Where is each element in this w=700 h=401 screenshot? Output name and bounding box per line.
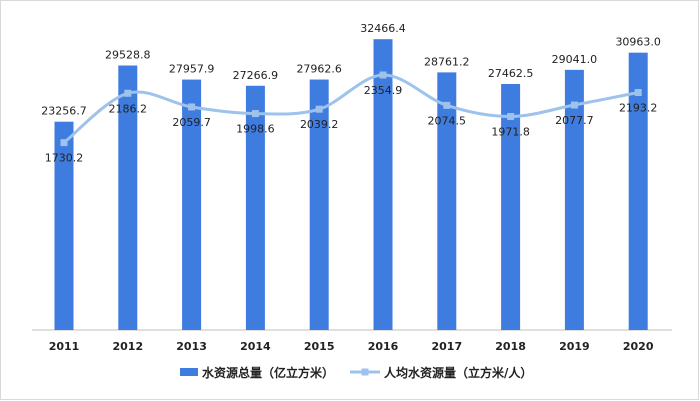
bar-label-2017: 28761.2 — [424, 55, 470, 68]
bar-label-2018: 27462.5 — [488, 67, 534, 80]
bar-label-2016: 32466.4 — [360, 22, 406, 35]
bar-2011 — [54, 121, 74, 330]
bar-label-2013: 27957.9 — [169, 63, 215, 76]
x-tick-2014: 2014 — [240, 340, 271, 353]
line-label-2020: 2193.2 — [619, 102, 658, 115]
bar-label-2011: 23256.7 — [41, 105, 87, 118]
line-point-2013 — [188, 103, 196, 111]
bar-label-2012: 29528.8 — [105, 49, 151, 62]
x-tick-2012: 2012 — [112, 340, 143, 353]
bar-label-2020: 30963.0 — [615, 36, 661, 49]
line-point-2020 — [634, 89, 642, 97]
line-label-2014: 1998.6 — [236, 123, 275, 136]
x-tick-2015: 2015 — [304, 340, 335, 353]
line-label-2019: 2077.7 — [555, 114, 594, 127]
line-label-2017: 2074.5 — [428, 114, 467, 127]
x-tick-2018: 2018 — [495, 340, 526, 353]
line-label-2013: 2059.7 — [172, 116, 211, 129]
bar-label-2019: 29041.0 — [552, 53, 598, 66]
line-point-2016 — [379, 71, 387, 79]
line-label-2011: 1730.2 — [45, 152, 84, 165]
line-label-2016: 2354.9 — [364, 84, 403, 97]
x-tick-2019: 2019 — [559, 340, 590, 353]
line-label-2012: 2186.2 — [109, 102, 148, 115]
bar-2013 — [182, 79, 202, 331]
legend-line-marker — [361, 368, 369, 376]
line-point-2011 — [60, 139, 68, 147]
bar-label-2015: 27962.6 — [296, 63, 342, 76]
bar-2018 — [501, 84, 521, 330]
legend-bar-swatch — [180, 368, 198, 376]
x-tick-2013: 2013 — [176, 340, 207, 353]
line-point-2018 — [507, 112, 515, 120]
line-point-2012 — [124, 89, 132, 97]
bar-2016 — [373, 39, 393, 330]
bar-2012 — [118, 65, 138, 330]
x-tick-2016: 2016 — [368, 340, 399, 353]
bar-2020 — [628, 52, 648, 331]
line-point-2014 — [251, 110, 259, 118]
line-series — [63, 73, 639, 144]
legend-bar-label: 水资源总量（亿立方米） — [202, 365, 334, 380]
bar-label-2014: 27266.9 — [233, 69, 279, 82]
bar-2017 — [437, 72, 457, 330]
bar-2014 — [245, 85, 265, 330]
x-tick-2011: 2011 — [49, 340, 80, 353]
line-label-2015: 2039.2 — [300, 118, 339, 131]
x-tick-2020: 2020 — [623, 340, 654, 353]
legend-line-label: 人均水资源量（立方米/人） — [384, 365, 532, 380]
line-label-2018: 1971.8 — [491, 125, 530, 138]
line-point-2019 — [570, 101, 578, 109]
line-point-2017 — [443, 101, 451, 109]
line-point-2015 — [315, 105, 323, 113]
bar-2015 — [309, 79, 329, 330]
x-tick-2017: 2017 — [431, 340, 462, 353]
bar-2019 — [564, 69, 584, 331]
